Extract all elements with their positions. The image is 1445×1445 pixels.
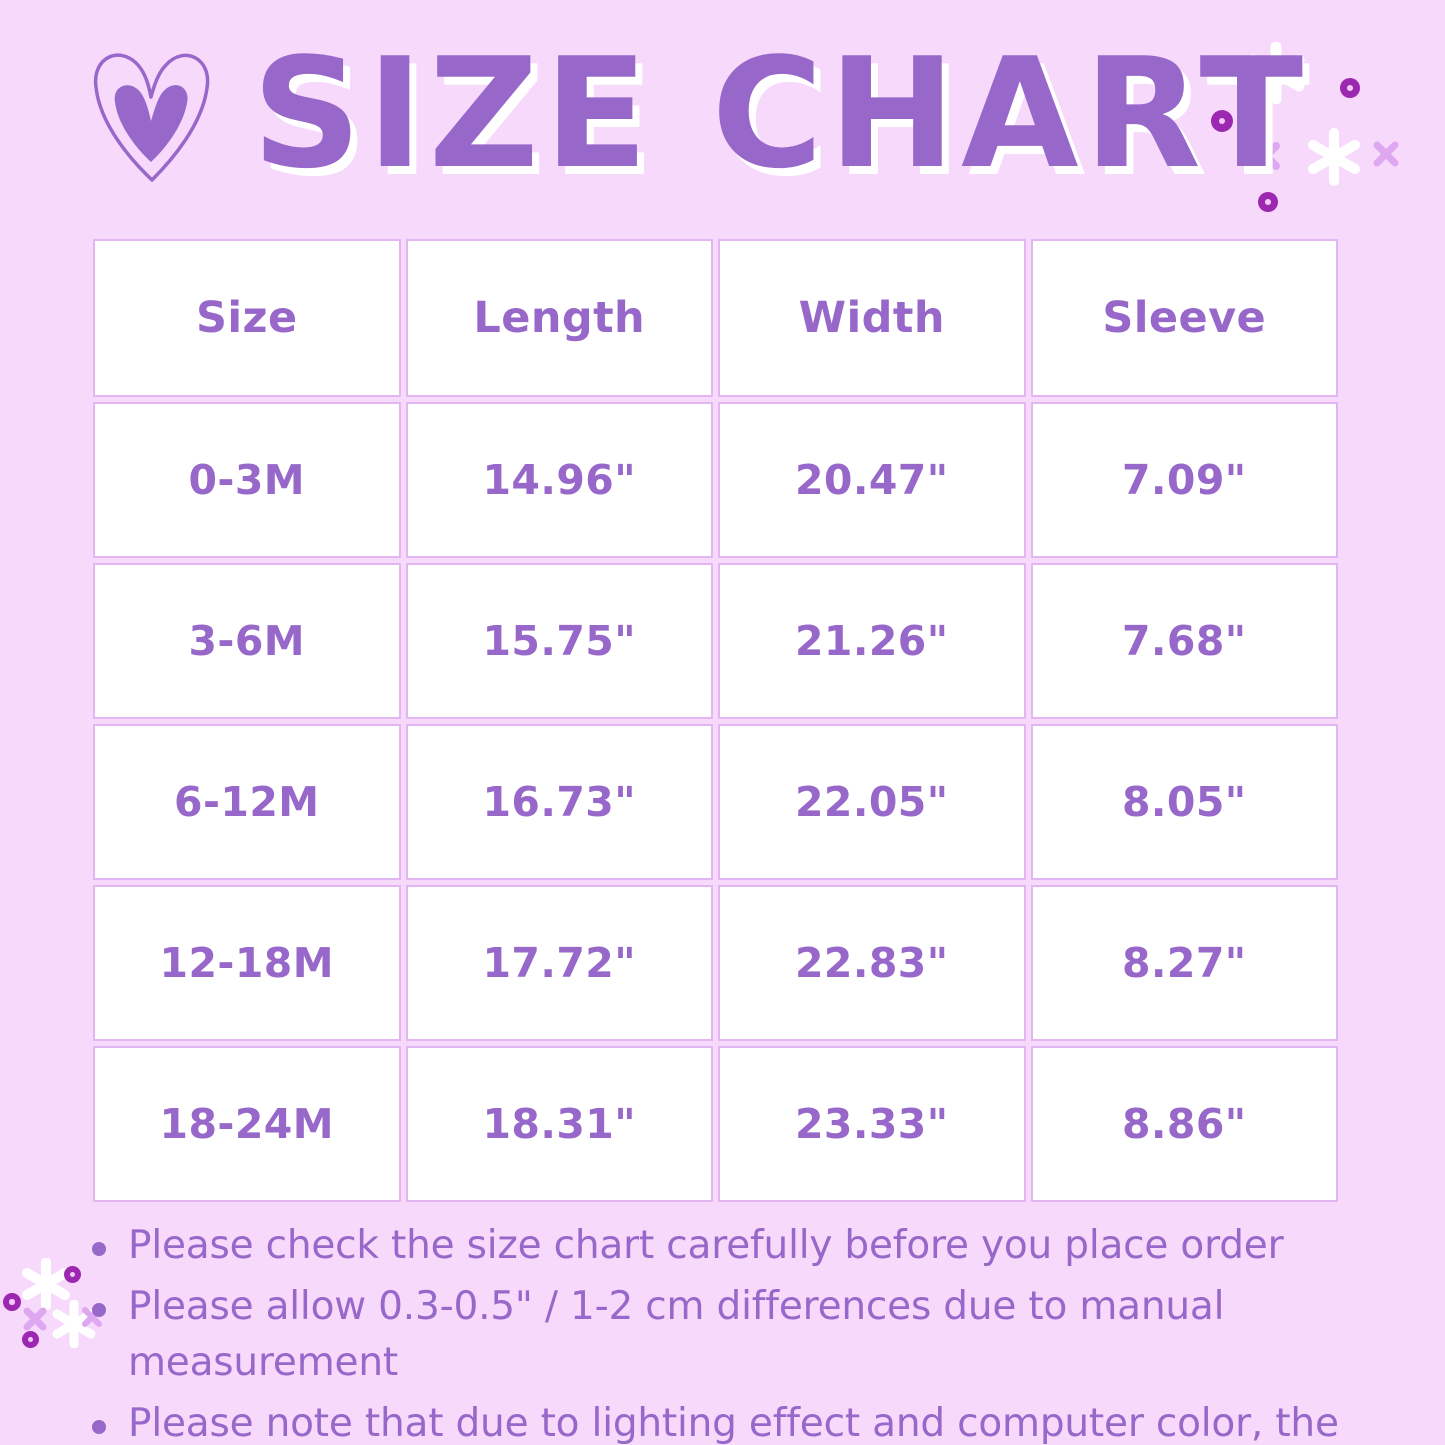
sparkle-icon [20, 1258, 72, 1310]
column-header-length: Length [405, 239, 713, 397]
cell-sleeve: 7.09" [1030, 402, 1338, 558]
dot-ring-icon [3, 1293, 21, 1311]
cell-sleeve: 8.86" [1030, 1046, 1338, 1202]
cell-width: 22.83" [718, 885, 1026, 1041]
cell-size: 0-3M [93, 402, 401, 558]
cell-length: 17.72" [405, 885, 713, 1041]
note-text: Please allow 0.3-0.5" / 1-2 cm differenc… [128, 1284, 1225, 1385]
table-header-row: Size Length Width Sleeve [93, 239, 1338, 397]
note-text: Please note that due to lighting effect … [128, 1401, 1339, 1445]
cell-sleeve: 8.27" [1030, 885, 1338, 1041]
cell-size: 3-6M [93, 563, 401, 719]
column-header-width: Width [718, 239, 1026, 397]
cell-sleeve: 8.05" [1030, 724, 1338, 880]
cell-width: 23.33" [718, 1046, 1026, 1202]
table-header: Size Length Width Sleeve [93, 239, 1338, 397]
table-row: 18-24M 18.31" 23.33" 8.86" [93, 1046, 1338, 1202]
table-row: 6-12M 16.73" 22.05" 8.05" [93, 724, 1338, 880]
bullet-icon [92, 1303, 106, 1318]
sparkle-icon [50, 1300, 98, 1348]
cell-size: 6-12M [93, 724, 401, 880]
cell-width: 20.47" [718, 402, 1026, 558]
page-title: SIZE CHART [252, 25, 1309, 202]
table-body: 0-3M 14.96" 20.47" 7.09" 3-6M 15.75" 21.… [93, 402, 1338, 1202]
list-item: Please allow 0.3-0.5" / 1-2 cm differenc… [92, 1279, 1382, 1390]
size-chart-table: Size Length Width Sleeve 0-3M 14.96" 20.… [88, 234, 1343, 1207]
page-header: SIZE CHART [0, 0, 1445, 228]
list-item: Please note that due to lighting effect … [92, 1396, 1382, 1445]
column-header-sleeve: Sleeve [1030, 239, 1338, 397]
cell-sleeve: 7.68" [1030, 563, 1338, 719]
cell-width: 22.05" [718, 724, 1026, 880]
notes-list: Please check the size chart carefully be… [92, 1218, 1382, 1445]
cell-length: 16.73" [405, 724, 713, 880]
cell-width: 21.26" [718, 563, 1026, 719]
cell-size: 12-18M [93, 885, 401, 1041]
x-mark-icon [22, 1306, 48, 1332]
table-row: 12-18M 17.72" 22.83" 8.27" [93, 885, 1338, 1041]
cell-size: 18-24M [93, 1046, 401, 1202]
table-row: 3-6M 15.75" 21.26" 7.68" [93, 563, 1338, 719]
heart-icon [86, 39, 216, 189]
table-row: 0-3M 14.96" 20.47" 7.09" [93, 402, 1338, 558]
note-text: Please check the size chart carefully be… [128, 1223, 1284, 1268]
bullet-icon [92, 1420, 106, 1435]
cell-length: 18.31" [405, 1046, 713, 1202]
list-item: Please check the size chart carefully be… [92, 1218, 1382, 1273]
dot-ring-icon [64, 1266, 81, 1283]
column-header-size: Size [93, 239, 401, 397]
cell-length: 14.96" [405, 402, 713, 558]
cell-length: 15.75" [405, 563, 713, 719]
bullet-icon [92, 1242, 106, 1256]
dot-ring-icon [22, 1331, 39, 1348]
